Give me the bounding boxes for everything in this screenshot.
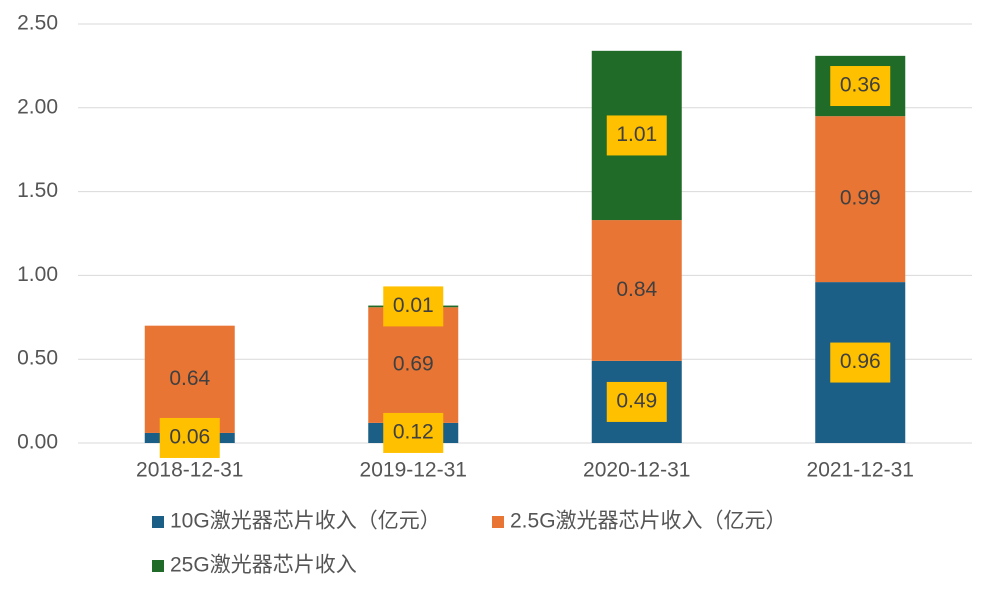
data-label: 0.64 xyxy=(169,367,210,390)
legend-label: 10G激光器芯片收入（亿元） xyxy=(170,510,441,533)
data-label: 0.84 xyxy=(616,278,657,301)
data-label-box xyxy=(606,381,667,422)
data-label-box xyxy=(830,66,891,107)
y-tick-label: 1.50 xyxy=(17,179,58,202)
data-label: 0.12 xyxy=(393,420,434,443)
data-label: 0.06 xyxy=(169,426,210,449)
bar-segment xyxy=(144,325,235,433)
data-label: 0.36 xyxy=(840,74,881,97)
y-tick-label: 2.50 xyxy=(17,12,58,35)
data-label: 1.01 xyxy=(616,123,657,146)
bar-segment xyxy=(591,220,682,361)
y-tick-label: 0.50 xyxy=(17,347,58,370)
x-tick-label: 2020-12-31 xyxy=(583,459,690,482)
x-tick-label: 2021-12-31 xyxy=(807,459,914,482)
bar-segment xyxy=(368,307,459,423)
data-label-box xyxy=(606,115,667,156)
x-tick-label: 2019-12-31 xyxy=(360,459,467,482)
data-label-box xyxy=(830,342,891,383)
legend-label: 25G激光器芯片收入 xyxy=(170,554,357,577)
data-label-box xyxy=(159,417,220,458)
data-label-box xyxy=(383,412,444,453)
data-label: 0.49 xyxy=(616,389,657,412)
legend-label: 2.5G激光器芯片收入（亿元） xyxy=(510,510,787,533)
data-label: 0.01 xyxy=(393,294,434,317)
y-tick-label: 1.00 xyxy=(17,263,58,286)
data-label: 0.99 xyxy=(840,187,881,210)
legend-swatch xyxy=(152,516,164,528)
legend-swatch xyxy=(152,560,164,572)
data-label-box xyxy=(383,286,444,327)
y-tick-label: 0.00 xyxy=(17,431,58,454)
y-tick-label: 2.00 xyxy=(17,95,58,118)
x-tick-label: 2018-12-31 xyxy=(136,459,243,482)
bar-segment xyxy=(815,116,906,283)
data-label: 0.69 xyxy=(393,353,434,376)
legend-swatch xyxy=(492,516,504,528)
data-label: 0.96 xyxy=(840,350,881,373)
